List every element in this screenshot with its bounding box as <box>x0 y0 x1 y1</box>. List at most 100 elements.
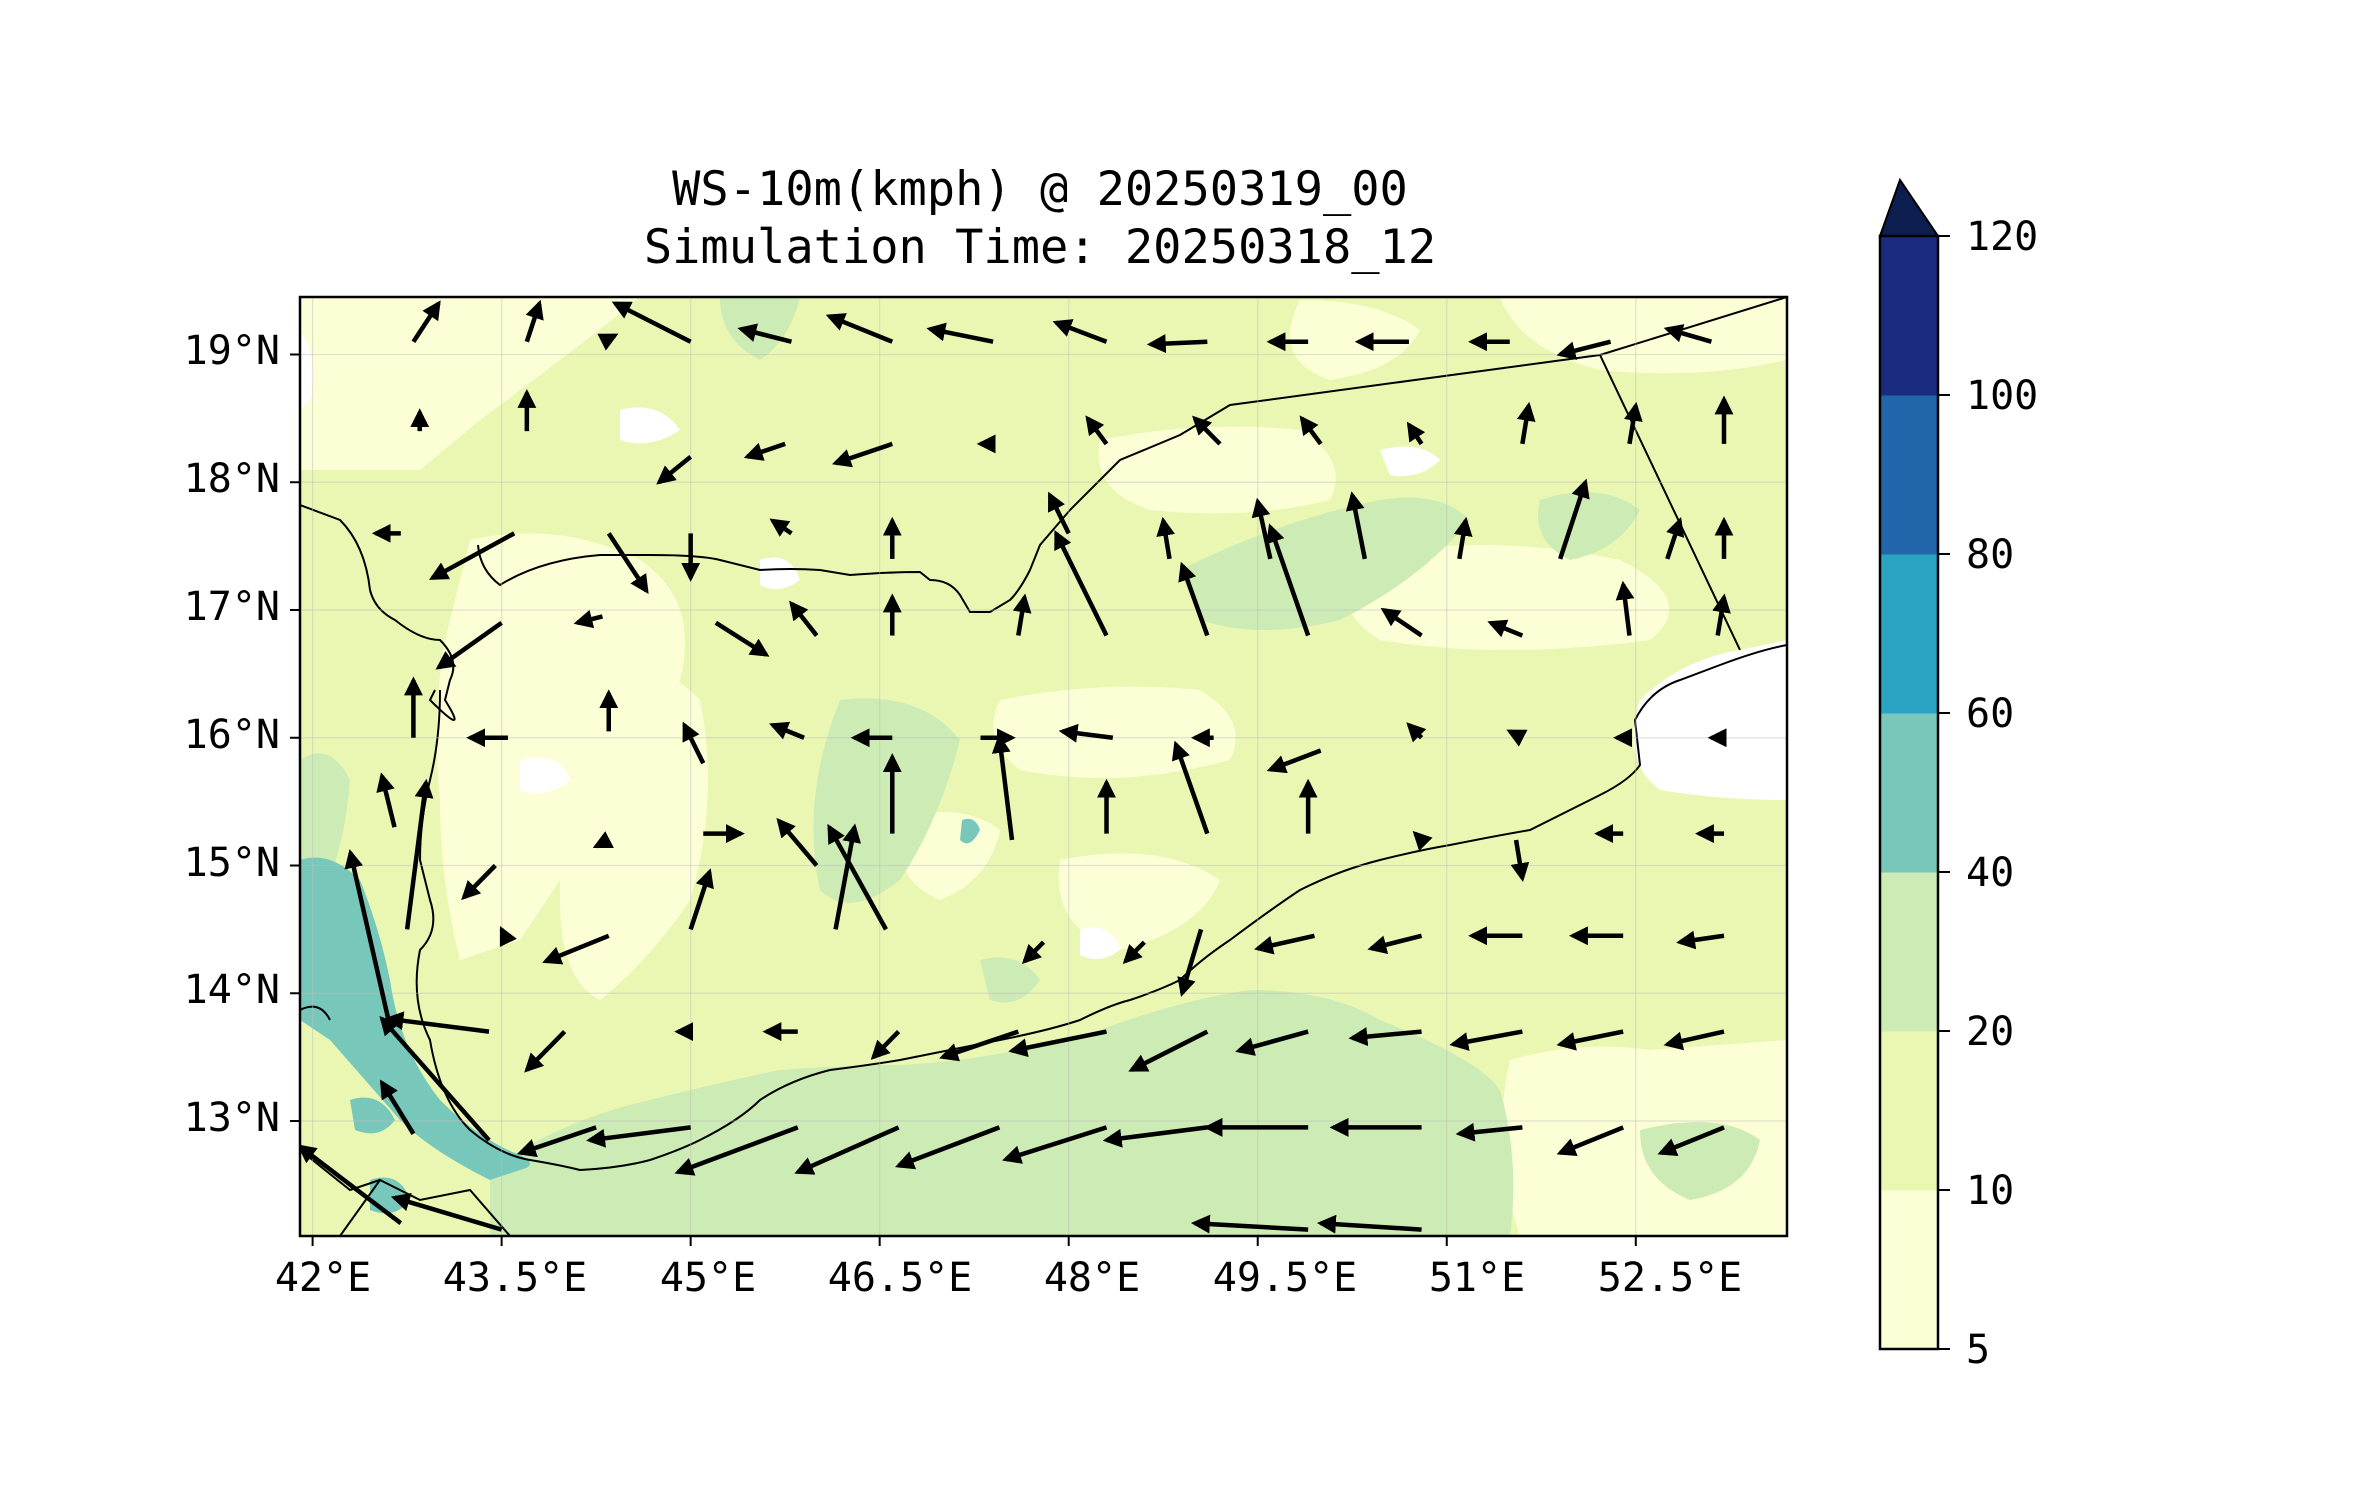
y-tick-label: 15°N <box>183 840 280 886</box>
colorbar-label: 100 <box>1966 373 2039 419</box>
wind-vector <box>1235 1029 1309 1056</box>
wind-vector <box>573 609 603 629</box>
wind-vector <box>1156 516 1175 560</box>
x-tick-label: 52.5°E <box>1597 1255 1743 1301</box>
colorbar-band <box>1880 1190 1938 1350</box>
colorbar-label: 120 <box>1966 214 2039 260</box>
colorbar <box>1878 177 1950 1351</box>
wind-vector <box>1380 607 1423 638</box>
wind-vector <box>794 1125 900 1175</box>
wind-vector <box>1266 748 1322 774</box>
wind-vector <box>592 831 614 849</box>
wind-vector <box>1002 1125 1108 1164</box>
wind-vector <box>461 863 497 901</box>
wind-vector <box>825 313 894 344</box>
wind-vector <box>1266 523 1311 637</box>
wind-vector <box>1412 830 1433 851</box>
wind-vector <box>1021 940 1046 965</box>
field-5-10-patches <box>300 297 1787 1236</box>
map-frame <box>298 295 1789 1238</box>
colorbar-ticks <box>1938 235 1950 1350</box>
wind-vector <box>737 323 793 344</box>
wind-vector <box>1663 324 1713 344</box>
x-tick-label: 48°E <box>1043 1255 1141 1301</box>
wind-vector <box>390 1192 503 1232</box>
colorbar-label: 40 <box>1966 850 2015 896</box>
wind-vector <box>344 849 391 1020</box>
wind-vector <box>1058 723 1114 743</box>
colorbar-label: 80 <box>1966 532 2015 578</box>
wind-vector <box>376 772 397 828</box>
wind-vector <box>1008 1029 1107 1058</box>
wind-vector <box>769 721 805 740</box>
colorbar-label: 20 <box>1966 1009 2015 1055</box>
y-tick-label: 17°N <box>183 584 280 630</box>
wind-vector <box>1047 491 1071 535</box>
wind-vector <box>524 299 544 343</box>
y-tick-label: 19°N <box>183 328 280 374</box>
wind-vector <box>1406 421 1426 446</box>
field-20-40 <box>300 297 1760 1236</box>
wind-vector <box>524 1030 567 1073</box>
wind-vector <box>379 1079 416 1135</box>
y-tick-label: 16°N <box>183 712 280 758</box>
colorbar-band <box>1880 554 1938 714</box>
colorbar-band <box>1880 395 1938 555</box>
wind-vector <box>926 322 994 344</box>
wind-vector <box>597 333 619 351</box>
colorbar-band <box>1880 713 1938 873</box>
wind-vector <box>1178 561 1210 637</box>
wind-vector <box>1663 1029 1725 1051</box>
wind-vector <box>1128 1029 1209 1072</box>
wind-vector <box>1052 319 1108 344</box>
y-tick-label: 18°N <box>183 456 280 502</box>
wind-vector <box>1177 928 1204 997</box>
wind-vector <box>769 518 793 537</box>
x-tick-label: 42°E <box>274 1255 372 1301</box>
wind-vector <box>1085 415 1109 446</box>
wind-vector <box>714 620 770 657</box>
wind-vector <box>827 823 888 931</box>
wind-speed-field <box>300 297 1787 1236</box>
wind-vectors <box>300 299 1734 1234</box>
colorbar-label: 5 <box>1966 1327 1991 1373</box>
wind-vector <box>1510 839 1530 883</box>
wind-vector <box>411 300 441 343</box>
y-tick-label: 13°N <box>183 1095 280 1141</box>
x-tick-label: 46.5°E <box>827 1255 973 1301</box>
wind-vector <box>516 1125 597 1158</box>
wind-vector <box>1299 415 1323 446</box>
colorbar-label: 10 <box>1966 1168 2015 1214</box>
wind-vector <box>1516 401 1536 445</box>
wind-vector <box>870 1030 901 1060</box>
wind-vector <box>1556 1029 1624 1051</box>
wind-vector <box>1254 933 1315 955</box>
wind-vector <box>688 868 714 931</box>
wind-vector <box>776 817 819 867</box>
x-tick-label: 43.5°E <box>442 1255 588 1301</box>
wind-vector <box>1558 478 1590 560</box>
colorbar-extend-triangle <box>1878 177 1940 237</box>
wind-vector <box>682 721 706 765</box>
wind-vector <box>1054 529 1109 637</box>
wind-vector <box>1406 722 1427 743</box>
x-tick-label: 51°E <box>1428 1255 1526 1301</box>
wind-vector <box>939 1029 1020 1062</box>
wind-vector <box>586 1125 691 1148</box>
colorbar-frame <box>1878 234 1940 1351</box>
colorbar-band <box>1880 1031 1938 1191</box>
wind-vector <box>300 1144 403 1226</box>
wind-vector <box>1192 415 1222 446</box>
colorbar-label: 60 <box>1966 691 2015 737</box>
wind-vector <box>404 778 434 930</box>
wind-vector <box>1676 930 1725 950</box>
wind-vector <box>1712 593 1731 636</box>
map-subtitle: Simulation Time: 20250318_12 <box>643 220 1437 275</box>
wind-vector <box>1615 580 1635 636</box>
field-below-5 <box>300 330 1787 959</box>
wind-vector <box>1556 339 1612 360</box>
colorbar-bands <box>1880 236 1938 1350</box>
wind-vector <box>611 301 692 344</box>
wind-vector <box>1665 516 1685 560</box>
